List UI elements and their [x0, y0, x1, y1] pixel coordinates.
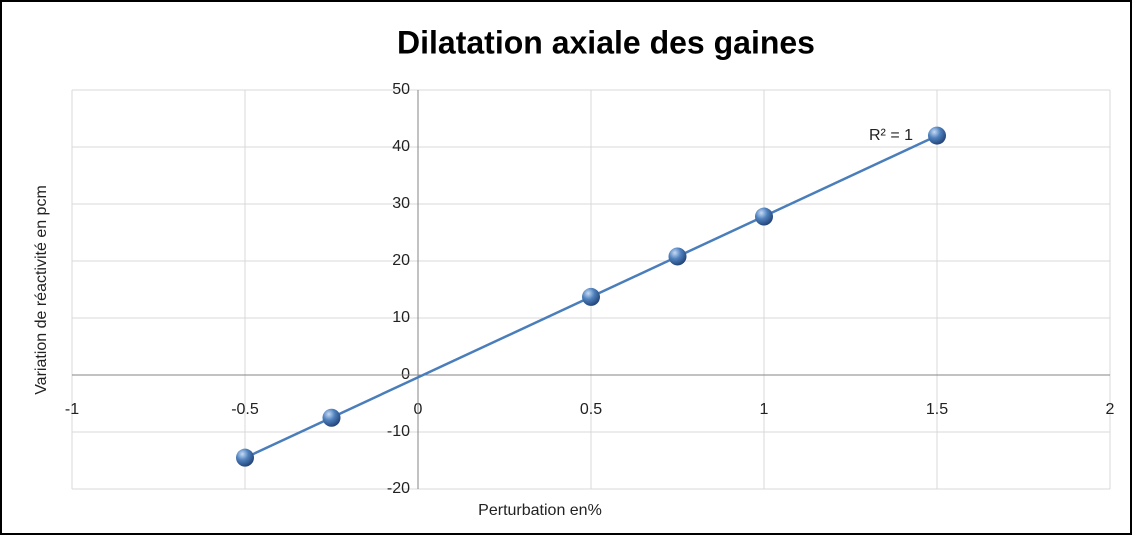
point [928, 126, 946, 145]
y-tick-label: 50 [392, 81, 410, 98]
y-tick-label: 20 [392, 252, 410, 269]
x-tick-label: 1 [760, 401, 769, 418]
x-tick-label: -1 [65, 401, 79, 418]
x-tick-label: 1.5 [926, 401, 948, 418]
y-tick-label: -10 [387, 423, 410, 440]
y-tick-label: 10 [392, 309, 410, 326]
x-tick-label: -0.5 [231, 401, 259, 418]
point [582, 287, 600, 306]
x-tick-label: 2 [1106, 401, 1115, 418]
y-axis-label: Variation de réactivité en pcm [33, 185, 50, 395]
point [322, 408, 341, 427]
y-tick-label: 30 [392, 195, 410, 212]
y-tick-label: 40 [392, 138, 410, 155]
y-tick-label: -20 [387, 480, 410, 497]
point [668, 247, 687, 266]
x-axis-label: Perturbation en% [478, 502, 602, 519]
chart-title: Dilatation axiale des gaines [397, 24, 815, 60]
point [236, 448, 254, 467]
point [755, 207, 773, 226]
annotation: R² = 1 [869, 127, 913, 144]
x-tick-label: 0.5 [580, 401, 602, 418]
